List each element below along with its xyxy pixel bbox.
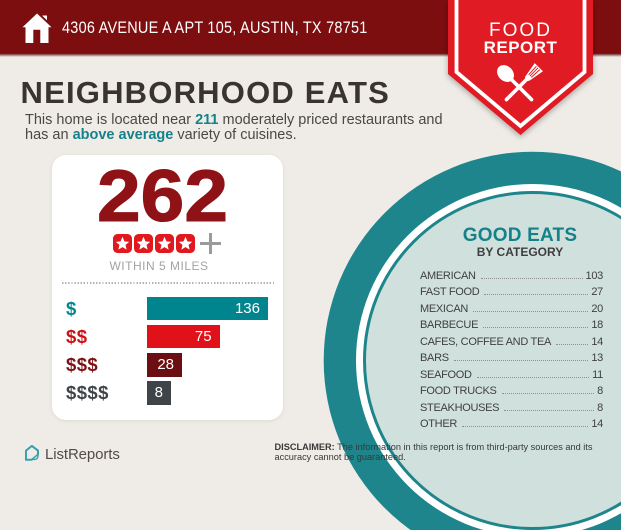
svg-text:FOOD: FOOD	[489, 20, 552, 41]
svg-text:REPORT: REPORT	[484, 38, 558, 57]
